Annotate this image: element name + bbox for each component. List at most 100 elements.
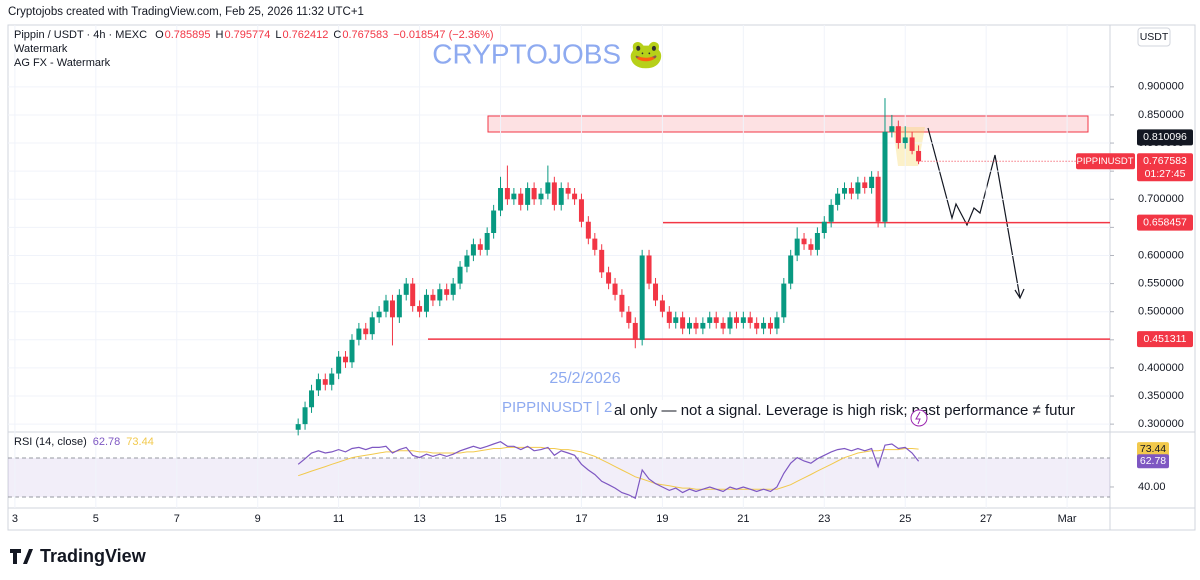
rsi-ma-line [298, 446, 919, 490]
candle-body [464, 255, 470, 267]
x-tick-label: 15 [494, 513, 506, 525]
candle-body [821, 221, 827, 233]
candle-body [814, 232, 820, 250]
y-tick-label: 0.600000 [1138, 249, 1184, 261]
candle-body [343, 356, 349, 363]
x-tick-label: 7 [174, 513, 180, 525]
candle-body [457, 266, 463, 284]
symbol-legend: Pippin / USDT · 4h · MEXC [14, 29, 147, 41]
candle-body [315, 379, 321, 391]
candle-body [356, 328, 362, 340]
candle-body [882, 131, 888, 222]
candle-body [673, 317, 679, 323]
candle-body [848, 188, 854, 194]
candle-body [909, 137, 915, 151]
candle-body [592, 238, 598, 250]
candle-body [774, 317, 780, 329]
price-badge [1137, 331, 1193, 348]
arrow-head [1014, 288, 1025, 300]
flash-icon[interactable] [910, 409, 928, 427]
x-tick-label: 21 [737, 513, 749, 525]
indicator-label: Watermark [14, 43, 68, 55]
candle-body [538, 193, 544, 200]
price-badge-label: 0.767583 [1143, 155, 1187, 167]
candle-body [666, 311, 672, 323]
candle-body [423, 294, 429, 312]
candle-body [740, 317, 746, 323]
y-tick-label: 0.700000 [1138, 193, 1184, 205]
candle-body [875, 176, 881, 222]
candle-body [551, 182, 557, 205]
price-badge-label: 0.810096 [1143, 131, 1187, 143]
candle-body [619, 294, 625, 312]
currency-button[interactable] [1137, 27, 1171, 47]
candle-body [733, 317, 739, 323]
candle-body [484, 232, 490, 250]
symbol-badge [1076, 153, 1135, 170]
candle-body [558, 188, 564, 205]
candle-body [302, 407, 308, 425]
candle-body [895, 126, 901, 144]
candle-body [376, 311, 382, 318]
candle-body [754, 322, 760, 329]
candle-body [713, 317, 719, 323]
ohlc-value: 0.767583 [342, 29, 388, 41]
candle-body [309, 390, 315, 408]
candle-body [336, 356, 342, 374]
candle-body [707, 317, 713, 323]
candle-body [693, 322, 699, 329]
rsi-title: RSI (14, close) [14, 436, 87, 448]
candle-body [720, 322, 726, 329]
candle-body [788, 255, 794, 284]
price-badge-label: 0.658457 [1143, 216, 1187, 228]
candle-body [477, 244, 483, 250]
y-tick-label: 0.350000 [1138, 390, 1184, 402]
candle-body [572, 193, 578, 200]
y-tick-label: 0.850000 [1138, 109, 1184, 121]
candle-body [585, 221, 591, 239]
ohlc-value: 0.795774 [224, 29, 270, 41]
rsi-badge [1137, 454, 1169, 469]
ohlc-value: 0.762412 [282, 29, 328, 41]
candle-body [369, 317, 375, 335]
rsi-badge-label: 73.44 [1140, 443, 1166, 455]
candle-body [531, 188, 537, 200]
candle-body [687, 322, 693, 329]
y-tick-label: 0.550000 [1138, 277, 1184, 289]
x-tick-label: 23 [818, 513, 830, 525]
ohlc-letter: H [216, 29, 224, 41]
y-tick-label: 0.500000 [1138, 306, 1184, 318]
candle-body [801, 238, 807, 245]
candle-body [410, 283, 416, 307]
candle-body [518, 193, 524, 205]
candle-body [565, 188, 571, 194]
candle-body [389, 300, 395, 318]
ohlc-letter: L [275, 29, 281, 41]
candle-body [295, 424, 301, 430]
candle-body [767, 322, 773, 329]
candle-body [916, 150, 922, 162]
y-tick-label: 0.300000 [1138, 418, 1184, 430]
x-tick-label: 19 [656, 513, 668, 525]
candle-body [680, 317, 686, 329]
candle-body [349, 339, 355, 363]
candle-body [578, 199, 584, 222]
candle-body [828, 204, 834, 222]
y-tick-label: 0.900000 [1138, 81, 1184, 93]
candle-body [525, 188, 531, 205]
watermark-date: 25/2/2026 [549, 370, 620, 387]
candle-body [626, 311, 632, 323]
indicator-label: AG FX - Watermark [14, 57, 111, 69]
price-badge [1137, 129, 1193, 146]
resistance-zone [487, 115, 1089, 133]
candle-body [889, 126, 895, 132]
candle-body [403, 283, 409, 295]
rsi-band [8, 458, 1110, 497]
rsi-badge [1137, 442, 1169, 457]
x-tick-label: 17 [575, 513, 587, 525]
candle-body [417, 306, 423, 312]
ohlc-letter: C [333, 29, 341, 41]
